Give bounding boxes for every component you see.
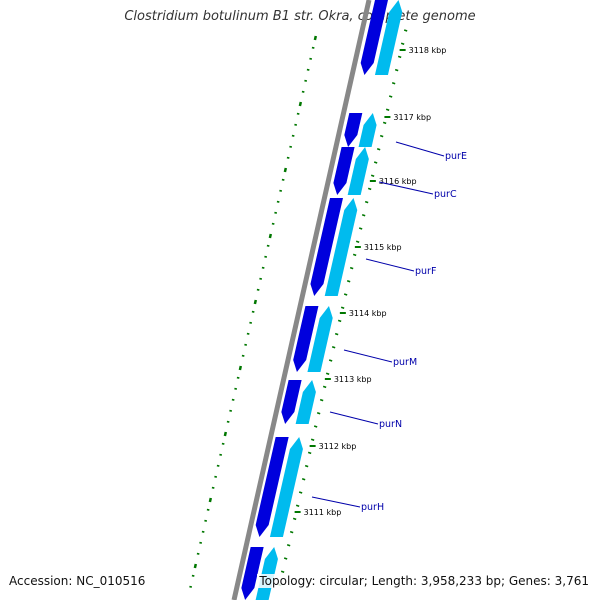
gene-leader-line [311, 496, 361, 508]
kbp-minor-tick [373, 161, 378, 164]
feature-track [241, 0, 403, 600]
gene-leader-line [343, 349, 393, 363]
kbp-minor-tick [346, 280, 351, 283]
kbp-minor-tick [313, 425, 318, 428]
kbp-minor-tick [322, 385, 327, 389]
gene-label: purF [415, 266, 436, 277]
kbp-minor-tick [328, 359, 333, 362]
kbp-minor-tick [361, 214, 366, 217]
kbp-minor-tick [289, 530, 294, 534]
kbp-minor-tick [316, 412, 321, 415]
genome-summary: Topology: circular; Length: 3,958,233 bp… [257, 574, 591, 588]
gc-mark [268, 233, 273, 239]
gene-leader-line [378, 181, 434, 195]
forward-gene-arrow [293, 306, 319, 372]
kbp-minor-tick [376, 148, 381, 151]
kbp-minor-tick [340, 306, 345, 309]
kbp-minor-tick [400, 42, 405, 45]
accession-label: Accession: NC_010516 [9, 574, 146, 588]
kbp-minor-tick [301, 478, 306, 481]
kbp-minor-tick [343, 293, 348, 296]
kbp-minor-tick [379, 134, 384, 138]
gc-mark [253, 299, 258, 305]
kbp-minor-tick [295, 504, 300, 507]
kbp-minor-tick [355, 240, 360, 243]
reverse-gene-arrow [324, 198, 358, 296]
kbp-minor-tick [358, 227, 363, 230]
forward-gene-arrow [255, 437, 289, 537]
kbp-tick-label: 3118 kbp [409, 46, 447, 55]
gc-mark [238, 365, 243, 371]
kbp-tick-label: 3111 kbp [304, 508, 342, 517]
gene-label: purN [379, 419, 402, 430]
kbp-minor-tick [397, 55, 402, 59]
reverse-gene-arrow [347, 147, 369, 195]
kbp-minor-tick [391, 82, 396, 85]
reverse-gene-arrow [358, 113, 377, 147]
kbp-minor-tick [304, 464, 309, 468]
gc-mark [283, 167, 288, 173]
kbp-minor-tick [292, 517, 297, 521]
gc-mark [298, 101, 303, 107]
gene-label: purM [393, 357, 417, 368]
kbp-minor-tick [352, 253, 357, 257]
forward-gene-arrow [281, 380, 302, 424]
forward-gene-arrow [360, 0, 388, 75]
kbp-minor-tick [370, 174, 375, 177]
forward-gene-arrow [344, 113, 363, 147]
kbp-minor-tick [349, 266, 354, 270]
kbp-minor-tick [334, 332, 339, 336]
kbp-minor-tick [388, 95, 393, 98]
gene-leader-line [365, 258, 415, 272]
gene-label: purH [361, 502, 384, 513]
gene-label: purE [445, 151, 467, 162]
gene-leader-line [329, 411, 379, 425]
forward-gene-arrow [241, 547, 264, 600]
kbp-tick-label: 3113 kbp [334, 375, 372, 384]
gc-mark [193, 563, 198, 569]
kbp-tick-label: 3117 kbp [393, 113, 431, 122]
reverse-gene-arrow [295, 380, 316, 424]
kbp-minor-tick [385, 108, 390, 111]
kbp-tick-label: 3115 kbp [364, 243, 402, 252]
kbp-minor-tick [337, 319, 342, 323]
kbp-minor-tick [286, 544, 291, 547]
kbp-tick-label: 3112 kbp [319, 442, 357, 451]
reverse-gene-arrow [374, 0, 403, 75]
genome-backbone [231, 0, 372, 600]
kbp-minor-tick [382, 121, 387, 125]
gc-mark [223, 431, 228, 437]
kbp-minor-tick [364, 200, 369, 204]
reverse-gene-arrow [307, 306, 333, 372]
kbp-minor-tick [331, 346, 336, 349]
gene-label: purC [434, 189, 457, 200]
gc-mark [313, 35, 318, 41]
kbp-minor-tick [307, 451, 312, 455]
kbp-minor-tick [319, 398, 324, 402]
forward-gene-arrow [333, 147, 355, 195]
gc-mark [208, 497, 213, 503]
kbp-minor-tick [310, 438, 315, 441]
gene-labels: purE purC purF purM purN purH [311, 141, 467, 513]
reverse-gene-arrow [269, 437, 303, 537]
kbp-minor-tick [394, 68, 399, 72]
gc-track [189, 35, 318, 588]
gene-leader-line [395, 141, 445, 157]
kbp-minor-tick [325, 372, 330, 375]
kbp-minor-tick [298, 491, 303, 494]
kbp-minor-tick [283, 557, 288, 560]
kbp-tick-label: 3116 kbp [379, 177, 417, 186]
kbp-minor-tick [403, 29, 408, 32]
kbp-tick-label: 3114 kbp [349, 309, 387, 318]
kbp-minor-tick [367, 187, 372, 191]
forward-gene-arrow [310, 198, 343, 296]
kbp-minor-tick [280, 570, 285, 573]
